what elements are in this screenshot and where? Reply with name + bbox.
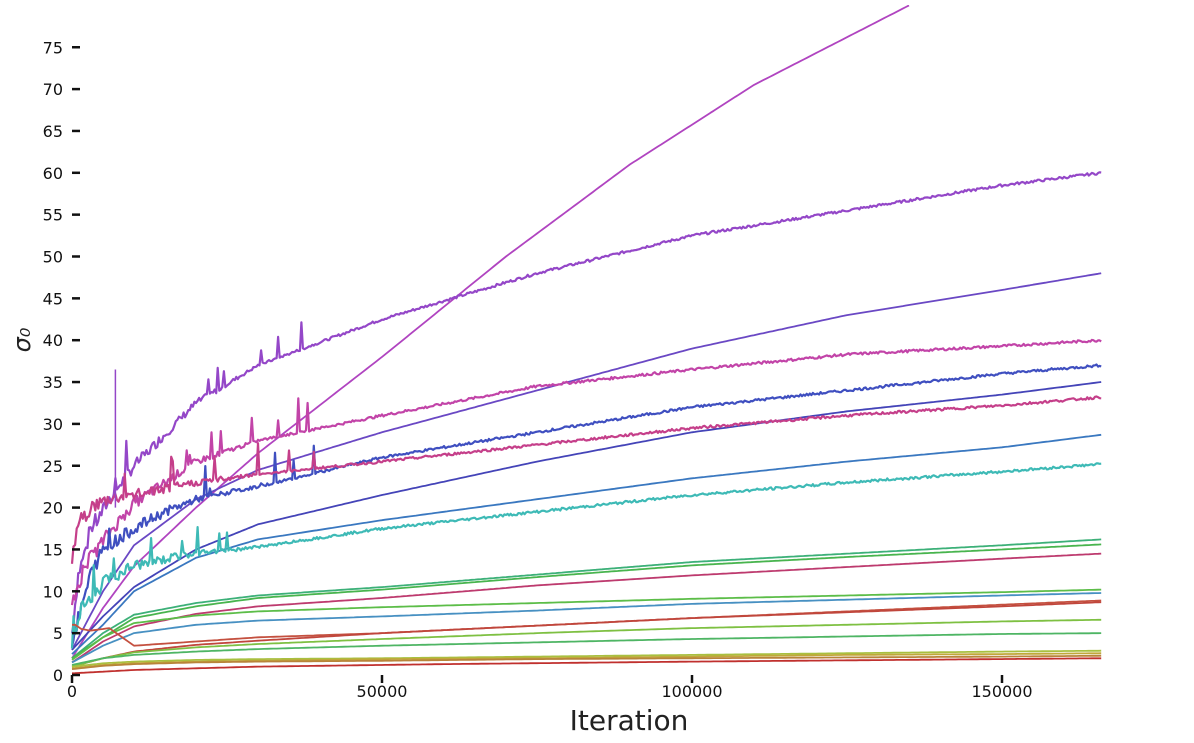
series-line-10	[71, 538, 1102, 659]
series-line-9	[70, 462, 1102, 649]
series-line-11	[71, 543, 1102, 660]
y-tick-label: 5	[53, 624, 63, 643]
y-tick-label: 10	[43, 582, 63, 601]
y-tick-label: 40	[43, 331, 63, 350]
series-line-6	[71, 381, 1102, 651]
series-line-22	[71, 657, 1102, 675]
series-line-4	[70, 338, 1102, 606]
y-tick-label: 60	[43, 164, 63, 183]
y-tick-label: 20	[43, 499, 63, 518]
x-axis-label: Iteration	[570, 704, 689, 737]
series-line-12	[71, 552, 1102, 664]
y-tick-label: 50	[43, 248, 63, 267]
y-tick-label: 25	[43, 457, 63, 476]
series-line-21	[71, 654, 1102, 670]
y-tick-label: 55	[43, 206, 63, 225]
x-tick-label: 100000	[661, 682, 722, 701]
plot-area	[70, 5, 1102, 675]
series-line-2	[70, 171, 1102, 634]
series-line-14	[71, 592, 1102, 664]
series-line-7	[70, 395, 1102, 564]
series-line-17	[71, 618, 1102, 668]
series-line-18	[71, 632, 1102, 666]
y-tick-label: 15	[43, 540, 63, 559]
x-tick-label: 150000	[971, 682, 1032, 701]
y-tick-label: 0	[53, 666, 63, 685]
x-tick-label: 50000	[357, 682, 408, 701]
series-line-13	[71, 588, 1102, 661]
y-tick-label: 75	[43, 38, 63, 57]
series-line-5	[70, 363, 1102, 647]
y-tick-label: 45	[43, 289, 63, 308]
y-tick-label: 70	[43, 80, 63, 99]
y-axis-label: σ₀	[8, 327, 36, 352]
y-tick-label: 35	[43, 373, 63, 392]
y-tick-label: 65	[43, 122, 63, 141]
series-line-19	[71, 649, 1102, 668]
x-tick-label: 0	[67, 682, 77, 701]
series-line-16	[71, 601, 1102, 668]
axes: 0 5 10 15 20 25 30 35 40 45 50 55 60 65 70 75 0 50000 1000…	[43, 38, 1033, 701]
y-tick-label: 30	[43, 415, 63, 434]
series-line-8	[71, 433, 1102, 655]
